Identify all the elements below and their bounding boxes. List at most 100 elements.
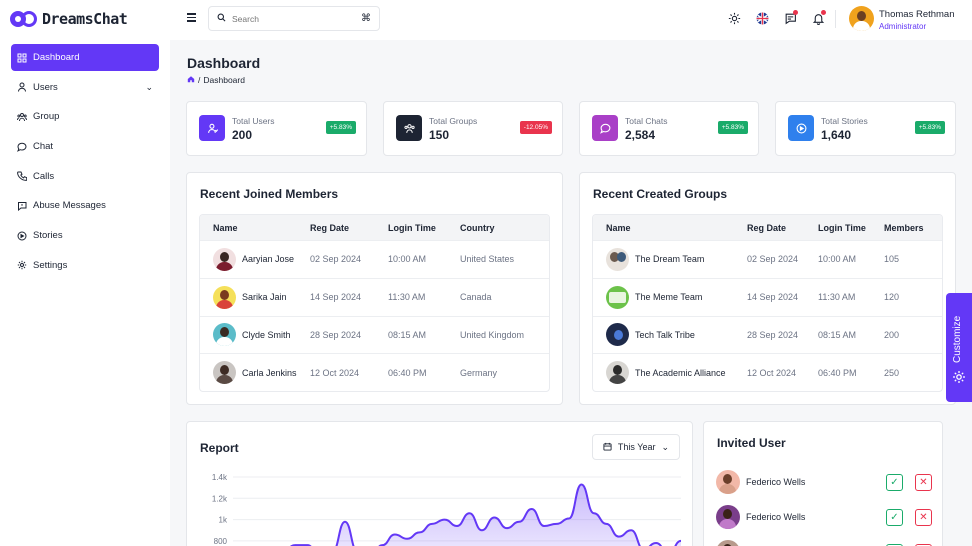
card-title: Report [200, 441, 239, 455]
member-name-cell: Aaryian Jose [200, 247, 310, 271]
stat-value: 2,584 [625, 128, 656, 142]
sidebar-item-label: Chat [33, 141, 54, 153]
group-avatar [606, 361, 629, 385]
accept-button[interactable]: ✓ [886, 508, 903, 526]
avatar[interactable] [849, 6, 874, 31]
list-item: ✓ ✕ [716, 540, 932, 546]
card-title: Recent Created Groups [593, 187, 728, 201]
sun-icon[interactable] [726, 10, 742, 26]
sidebar-item-group[interactable]: Group [11, 103, 159, 130]
reject-button[interactable]: ✕ [915, 473, 932, 491]
member-name[interactable]: Sarika Jain [242, 292, 287, 303]
stat-value: 200 [232, 128, 253, 142]
table-row[interactable]: The Dream Team 02 Sep 2024 10:00 AM 105 [593, 240, 942, 278]
invited-user-name[interactable]: Federico Wells [746, 477, 806, 487]
sidebar-item-label: Users [33, 81, 58, 93]
chat-icon [17, 142, 27, 152]
reject-button[interactable]: ✕ [915, 543, 932, 546]
group-name[interactable]: The Dream Team [635, 254, 705, 265]
app-logo[interactable]: DreamsChat [10, 8, 128, 30]
column-header: Name [606, 222, 631, 233]
report-area-chart: 1.4k 1.2k 1k 800 [212, 473, 682, 546]
stat-label: Total Groups [429, 116, 478, 126]
member-name[interactable]: Carla Jenkins [242, 367, 297, 378]
login-time: 10:00 AM [388, 254, 427, 265]
table-row[interactable]: Carla Jenkins 12 Oct 2024 06:40 PM Germa… [200, 353, 549, 391]
notification-dot [821, 10, 826, 15]
table-row[interactable]: Sarika Jain 14 Sep 2024 11:30 AM Canada [200, 277, 549, 316]
column-header: Reg Date [310, 222, 350, 233]
reg-date: 14 Sep 2024 [310, 292, 362, 303]
table-row[interactable]: Clyde Smith 28 Sep 2024 08:15 AM United … [200, 315, 549, 354]
accept-button[interactable]: ✓ [886, 473, 903, 491]
message-report-icon [17, 201, 27, 211]
y-tick-label: 1.2k [212, 494, 228, 503]
reg-date: 28 Sep 2024 [747, 329, 799, 340]
y-tick-label: 800 [214, 537, 228, 546]
table-header: Name Reg Date Login Time Country [200, 215, 549, 240]
group-name[interactable]: The Meme Team [635, 292, 703, 303]
list-item: Federico Wells ✓ ✕ [716, 505, 932, 529]
sidebar-item-abuse-messages[interactable]: Abuse Messages [11, 192, 159, 219]
bell-icon[interactable] [810, 10, 826, 26]
header-actions [726, 10, 826, 26]
login-time: 08:15 AM [388, 329, 427, 340]
stories-icon [788, 115, 814, 141]
members-count: 250 [884, 367, 900, 378]
home-icon[interactable] [187, 75, 195, 85]
stat-label: Total Chats [625, 116, 668, 126]
period-filter-dropdown[interactable]: This Year ⌄ [591, 434, 680, 460]
search-box[interactable]: ⌘ [208, 6, 380, 31]
group-icon [396, 115, 422, 141]
chevron-down-icon: ⌄ [145, 81, 153, 92]
table-row[interactable]: The Academic Alliance 12 Oct 2024 06:40 … [593, 353, 942, 391]
menu-toggle-icon[interactable] [187, 13, 196, 22]
customize-button[interactable]: Customize [946, 293, 972, 402]
table-row[interactable]: Tech Talk Tribe 28 Sep 2024 08:15 AM 200 [593, 315, 942, 354]
header-divider [835, 10, 836, 28]
avatar [213, 361, 236, 385]
sidebar-item-settings[interactable]: Settings [11, 252, 159, 279]
reg-date: 12 Oct 2024 [310, 367, 360, 378]
top-header: ⌘ Thomas Rethman Administrator [170, 0, 972, 40]
sidebar: DreamsChat Dashboard Users ⌄ Group Chat … [0, 0, 170, 546]
group-avatar [606, 247, 629, 271]
notification-dot [793, 10, 798, 15]
y-tick-label: 1k [219, 516, 228, 525]
sidebar-item-calls[interactable]: Calls [11, 163, 159, 190]
user-name[interactable]: Thomas Rethman [879, 9, 955, 20]
table-row[interactable]: The Meme Team 14 Sep 2024 11:30 AM 120 [593, 277, 942, 316]
accept-button[interactable]: ✓ [886, 543, 903, 546]
message-icon[interactable] [782, 10, 798, 26]
country: Canada [460, 292, 492, 303]
login-time: 11:30 AM [388, 292, 426, 303]
group-name[interactable]: Tech Talk Tribe [635, 329, 695, 340]
column-header: Name [213, 222, 238, 233]
stat-value: 150 [429, 128, 450, 142]
sidebar-item-users[interactable]: Users ⌄ [11, 74, 159, 101]
group-name-cell: The Dream Team [593, 247, 747, 271]
customize-label: Customize [952, 315, 963, 363]
phone-icon [17, 171, 27, 182]
sidebar-item-chat[interactable]: Chat [11, 133, 159, 160]
reject-button[interactable]: ✕ [915, 508, 932, 526]
stat-value: 1,640 [821, 128, 852, 142]
group-name-cell: The Meme Team [593, 285, 747, 309]
search-input[interactable] [232, 13, 355, 24]
member-name[interactable]: Aaryian Jose [242, 254, 295, 265]
status-badge: +5.83% [717, 121, 748, 134]
sidebar-item-dashboard[interactable]: Dashboard [11, 44, 159, 71]
login-time: 08:15 AM [818, 329, 857, 340]
stat-card-users: Total Users 200 +5.83% [186, 101, 367, 156]
breadcrumb-item[interactable]: Dashboard [203, 75, 245, 85]
member-name[interactable]: Clyde Smith [242, 329, 291, 340]
table-row[interactable]: Aaryian Jose 02 Sep 2024 10:00 AM United… [200, 240, 549, 278]
group-name[interactable]: The Academic Alliance [635, 367, 726, 378]
flag-uk-icon[interactable] [754, 10, 770, 26]
invited-user-name[interactable]: Federico Wells [746, 512, 806, 522]
dashboard-icon [17, 53, 27, 63]
invited-user-card: Invited User Federico Wells ✓ ✕ Federico… [703, 421, 943, 546]
sidebar-item-stories[interactable]: Stories [11, 222, 159, 249]
sidebar-item-label: Abuse Messages [33, 200, 106, 212]
stat-label: Total Stories [821, 116, 868, 126]
